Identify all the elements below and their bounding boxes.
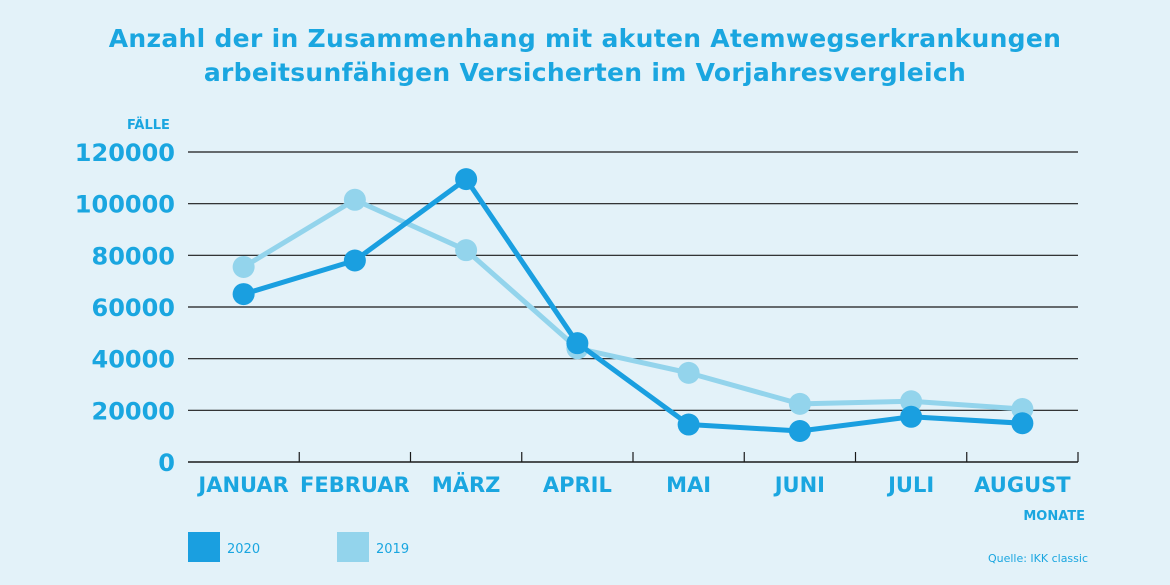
- x-tick-label: FEBRUAR: [300, 473, 410, 497]
- data-point-2020: [900, 405, 923, 428]
- x-axis-title: MONATE: [1023, 509, 1085, 524]
- data-point-2020: [232, 283, 255, 306]
- data-point-2020: [1011, 412, 1034, 435]
- data-point-2019: [677, 361, 700, 384]
- legend-swatch: [188, 532, 220, 562]
- x-tick-label: JUNI: [773, 473, 825, 497]
- data-point-2019: [343, 188, 366, 211]
- x-tick-label: MAI: [666, 473, 711, 497]
- data-point-2019: [232, 255, 255, 278]
- series-line-2019: [241, 197, 1025, 412]
- y-tick-label: 0: [158, 449, 175, 477]
- data-point-2019: [455, 239, 478, 262]
- data-point-2020: [677, 413, 700, 436]
- data-point-2020: [343, 249, 366, 272]
- x-tick-label: MÄRZ: [432, 472, 501, 497]
- chart-title: Anzahl der in Zusammenhang mit akuten At…: [0, 22, 1170, 90]
- x-tick-label: AUGUST: [974, 473, 1071, 497]
- legend-label: 2020: [227, 542, 260, 557]
- y-tick-label: 120000: [75, 139, 175, 167]
- legend-swatch: [337, 532, 369, 562]
- legend-item-2019: 2019: [337, 532, 409, 562]
- y-tick-label: 40000: [92, 346, 176, 374]
- data-point-2020: [566, 332, 589, 355]
- y-tick-label: 80000: [92, 242, 176, 270]
- x-tick-label: APRIL: [543, 473, 612, 497]
- series-line-2020: [241, 176, 1025, 434]
- legend: 2020 2019: [188, 532, 409, 562]
- data-point-2019: [788, 392, 811, 415]
- series-2020: [232, 168, 1034, 442]
- data-point-2020: [788, 420, 811, 442]
- x-tick-label: JULI: [886, 473, 934, 497]
- y-tick-label: 60000: [92, 294, 176, 322]
- y-tick-label: 20000: [92, 397, 176, 425]
- chart-title-line-2: arbeitsunfähigen Versicherten im Vorjahr…: [203, 58, 967, 87]
- data-point-2020: [455, 168, 478, 191]
- x-tick-labels: JANUAR FEBRUAR MÄRZ APRIL MAI JUNI JULI AUGUST: [196, 472, 1071, 497]
- data-point-2019: [900, 390, 923, 413]
- grid-lines: [188, 151, 1079, 463]
- x-tick-label: JANUAR: [196, 473, 288, 497]
- y-tick-labels: 0 20000 40000 60000 80000 100000 120000: [75, 139, 175, 477]
- series-layer: [232, 168, 1034, 442]
- series-2019: [232, 188, 1034, 421]
- source-note: Quelle: IKK classic: [988, 552, 1088, 565]
- legend-label: 2019: [376, 542, 409, 557]
- y-axis-title: FÄLLE: [127, 117, 170, 133]
- chart-title-line-1: Anzahl der in Zusammenhang mit akuten At…: [108, 24, 1062, 53]
- y-tick-label: 100000: [75, 191, 175, 219]
- legend-item-2020: 2020: [188, 532, 260, 562]
